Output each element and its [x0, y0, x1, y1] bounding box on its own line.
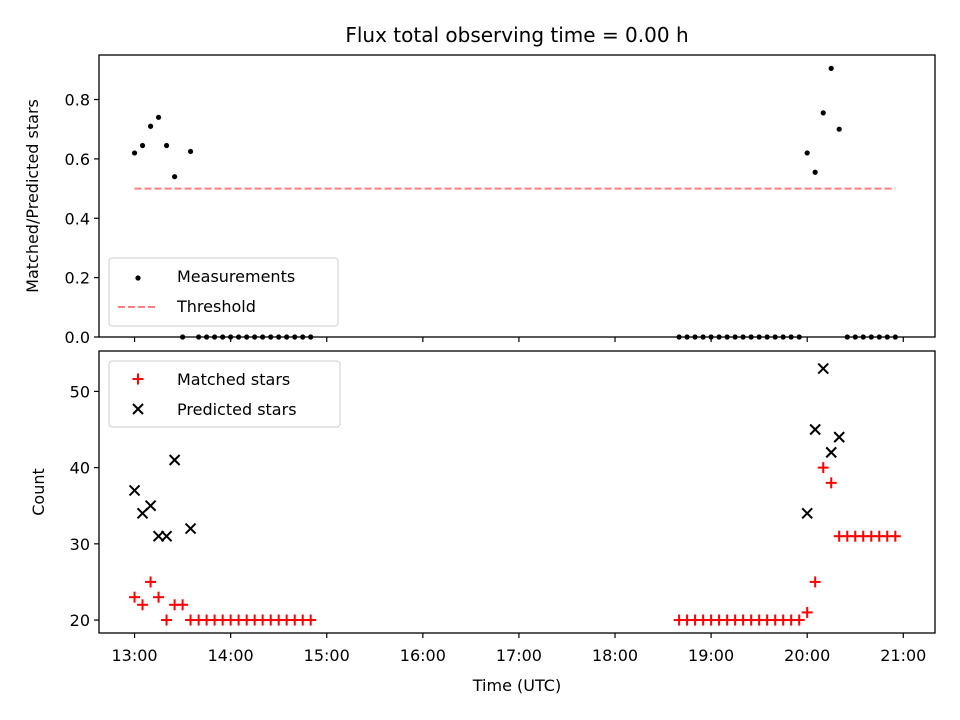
x-tick-label: 16:00	[400, 646, 446, 665]
y-tick-label: 30	[70, 535, 90, 554]
measurement-point	[172, 174, 178, 180]
matched-star-point	[305, 614, 317, 626]
legend: Measurements Threshold	[108, 257, 339, 327]
predicted-star-point	[833, 431, 845, 443]
axes-frame	[98, 54, 936, 338]
legend-label: Predicted stars	[177, 400, 297, 419]
x-tick-label: 14:00	[208, 646, 254, 665]
matched-star-point	[137, 599, 149, 611]
predicted-star-point	[825, 446, 837, 459]
x-stroke-b	[184, 522, 197, 535]
measurement-point	[148, 123, 154, 129]
predicted-star-point	[809, 423, 821, 436]
x-stroke-b	[132, 403, 144, 415]
matched-star-point	[145, 576, 157, 588]
legend-measurement-swatch	[135, 275, 141, 281]
measurement-point	[155, 114, 162, 120]
top-plot-panel: 0.0 0.2 0.4 0.6 0.8 Matched/Predicted stars Me…	[23, 54, 936, 347]
bottom-plot-panel: 20 30 40 50 13:00 14:00 15:00 16:00 17:00 18:00 19…	[29, 350, 936, 695]
predicted-star-point	[160, 530, 173, 542]
predicted-star-point	[144, 500, 157, 512]
measurement-point	[131, 150, 138, 156]
matched-star-point	[129, 591, 141, 603]
x-stroke-b	[833, 431, 845, 443]
x-stroke-b	[801, 507, 813, 520]
x-stroke-b	[809, 423, 821, 436]
x-axis-label: Time (UTC)	[472, 676, 561, 695]
y-axis-label: Matched/Predicted stars	[23, 99, 42, 293]
x-stroke-b	[144, 500, 157, 512]
legend-label: Measurements	[177, 267, 295, 286]
x-stroke-b	[168, 454, 181, 466]
y-tick-label: 40	[70, 459, 90, 478]
x-tick-label: 15:00	[304, 646, 350, 665]
x-stroke-b	[160, 530, 173, 542]
x-tick-label: 18:00	[592, 646, 638, 665]
matched-star-point	[793, 614, 805, 626]
y-axis-label: Count	[29, 468, 48, 516]
y-tick-label: 0.0	[65, 328, 90, 347]
matched-star-point	[153, 591, 165, 603]
legend-predicted-swatch	[132, 403, 144, 415]
predicted-star-point	[817, 362, 829, 375]
y-tick-label: 0.2	[65, 269, 90, 288]
legend-box	[108, 257, 339, 327]
measurement-point	[804, 150, 810, 156]
legend-label: Threshold	[176, 297, 256, 316]
x-tick-label: 21:00	[880, 646, 926, 665]
legend-matched-swatch	[132, 373, 144, 385]
x-stroke-b	[817, 362, 829, 375]
predicted-star-point	[168, 454, 181, 466]
legend: Matched stars Predicted stars	[108, 360, 341, 428]
matched-star-point	[825, 477, 837, 489]
axes-frame	[98, 350, 936, 634]
predicted-star-point	[128, 484, 141, 497]
legend-label: Matched stars	[177, 370, 290, 389]
measurement-point	[139, 142, 146, 149]
x-stroke-b	[128, 484, 141, 497]
measurement-point	[163, 142, 170, 149]
legend-box	[108, 360, 341, 428]
predicted-star-point	[184, 522, 197, 535]
matched-star-point	[889, 530, 901, 542]
matched-star-point	[177, 599, 189, 611]
y-tick-label: 0.6	[65, 150, 90, 169]
matched-star-point	[817, 462, 829, 474]
predicted-star-point	[801, 507, 813, 520]
x-tick-label: 13:00	[111, 646, 157, 665]
measurement-point	[187, 148, 194, 155]
y-tick-label: 20	[70, 611, 90, 630]
measurement-point	[828, 65, 834, 71]
measurement-point	[812, 169, 818, 175]
chart-title: Flux total observing time = 0.00 h	[345, 23, 688, 47]
x-tick-label: 17:00	[496, 646, 542, 665]
measurement-point	[836, 126, 842, 132]
matched-star-point	[801, 606, 813, 618]
y-tick-label: 0.8	[65, 91, 90, 110]
matched-star-point	[161, 614, 173, 626]
x-tick-label: 19:00	[688, 646, 734, 665]
y-tick-label: 0.4	[65, 209, 90, 228]
matched-star-point	[809, 576, 821, 588]
y-tick-label: 50	[70, 382, 90, 401]
x-tick-label: 20:00	[784, 646, 830, 665]
measurement-point	[820, 110, 826, 116]
x-stroke-b	[825, 446, 837, 459]
